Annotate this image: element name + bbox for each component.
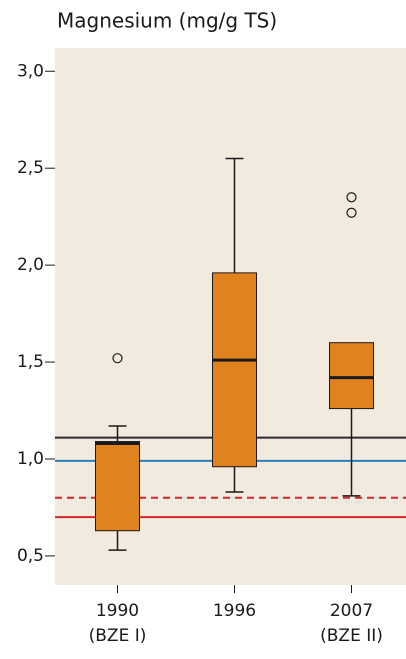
y-tick-label: 3,0	[17, 61, 44, 81]
box	[329, 342, 374, 410]
chart-title: Magnesium (mg/g TS)	[57, 9, 277, 33]
x-tick-label: 1996	[213, 601, 256, 621]
x-tick-label: 1990	[96, 601, 139, 621]
outlier	[346, 207, 357, 218]
y-tick-label: 2,5	[17, 158, 44, 178]
box	[212, 272, 257, 468]
y-tick-label: 1,5	[17, 352, 44, 372]
y-tick-label: 0,5	[17, 546, 44, 566]
y-tick-label: 2,0	[17, 255, 44, 275]
box	[95, 441, 140, 532]
outlier	[346, 192, 357, 203]
y-tick-label: 1,0	[17, 449, 44, 469]
outlier	[112, 353, 123, 364]
x-tick-sublabel: (BZE II)	[320, 626, 383, 646]
x-tick-label: 2007	[330, 601, 373, 621]
x-tick-sublabel: (BZE I)	[89, 626, 147, 646]
